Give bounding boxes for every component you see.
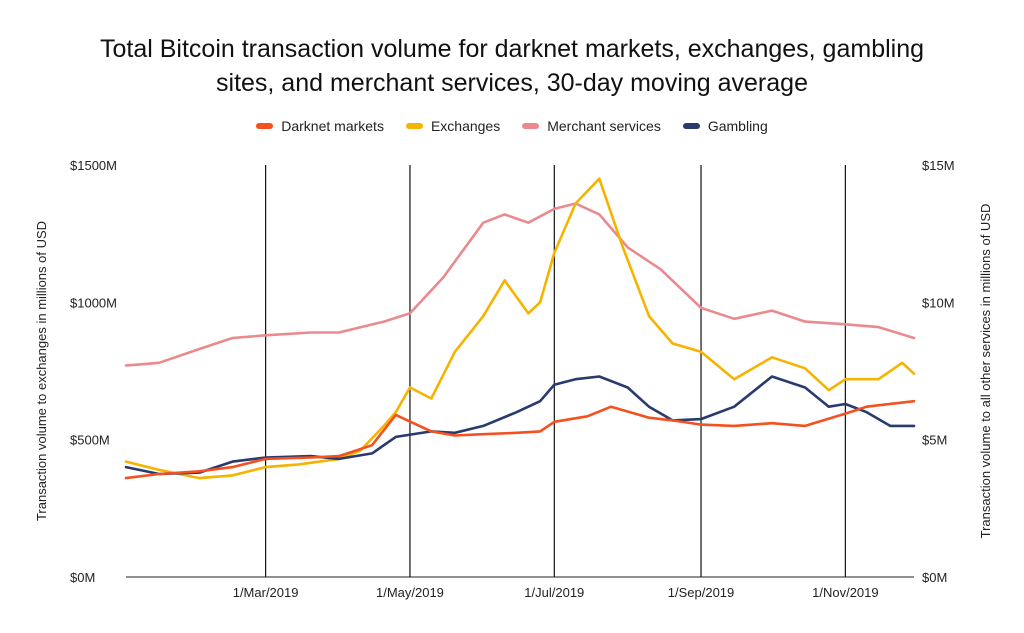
x-tick-label-1: 1/May/2019: [376, 585, 444, 600]
y-left-tick-label-3: $1500M: [70, 158, 117, 173]
legend-label-darknet: Darknet markets: [281, 118, 384, 134]
y-axis-right-title: Transaction volume to all other services…: [978, 204, 993, 539]
legend-item-merchant: Merchant services: [522, 118, 661, 134]
legend-item-darknet: Darknet markets: [256, 118, 384, 134]
y-right-tick-label-1: $5M: [922, 433, 947, 448]
series-line-merchant-services: [124, 202, 916, 367]
series-line-darknet-markets: [124, 399, 916, 480]
series-line-gambling: [124, 375, 916, 476]
legend-swatch-merchant: [522, 123, 540, 129]
x-tick-label-0: 1/Mar/2019: [233, 585, 299, 600]
y-right-tick-label-3: $15M: [922, 158, 955, 173]
legend-label-merchant: Merchant services: [547, 118, 661, 134]
legend-item-gambling: Gambling: [682, 118, 768, 134]
legend-swatch-darknet: [256, 123, 274, 129]
y-right-tick-label-0: $0M: [922, 570, 947, 585]
legend-swatch-gambling: [682, 123, 700, 129]
series-line-exchanges: [124, 177, 916, 480]
y-axis-left-title: Transaction volume to exchanges in milli…: [34, 221, 49, 521]
y-left-tick-label-1: $500M: [70, 433, 110, 448]
legend-label-exchanges: Exchanges: [430, 118, 501, 134]
y-right-tick-label-2: $10M: [922, 295, 955, 310]
chart-title: Total Bitcoin transaction volume for dar…: [0, 32, 1024, 100]
x-tick-label-2: 1/Jul/2019: [524, 585, 584, 600]
gridlines: [265, 165, 846, 577]
legend-item-exchanges: Exchanges: [405, 118, 501, 134]
y-left-tick-label-0: $0M: [70, 570, 95, 585]
axis-ticks: 1/Mar/2019 1/May/2019 1/Jul/2019 1/Sep/2019…: [70, 158, 955, 600]
x-tick-label-3: 1/Sep/2019: [668, 585, 735, 600]
legend-label-gambling: Gambling: [707, 118, 768, 134]
legend: Darknet markets Exchanges Merchant servi…: [0, 118, 1024, 134]
chart-title-line-1: Total Bitcoin transaction volume for dar…: [99, 35, 925, 63]
chart-title-line-2: sites, and merchant services, 30-day mov…: [216, 69, 808, 97]
legend-swatch-exchanges: [405, 123, 423, 129]
series-lines: [124, 177, 916, 480]
y-left-tick-label-2: $1000M: [70, 295, 117, 310]
x-tick-label-4: 1/Nov/2019: [812, 585, 879, 600]
